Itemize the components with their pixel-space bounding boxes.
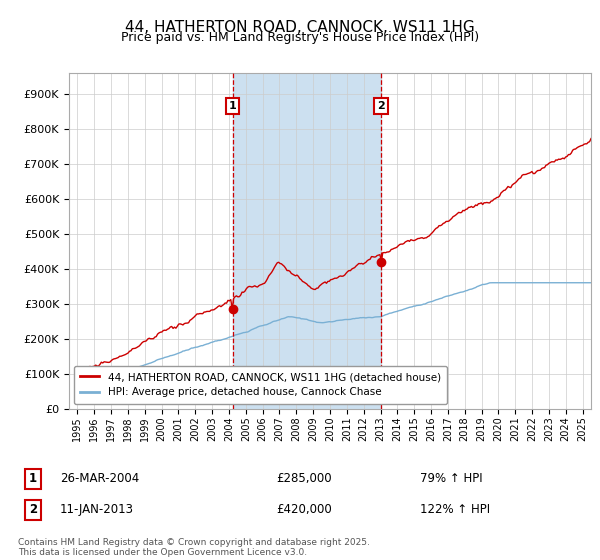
- Text: £285,000: £285,000: [276, 472, 332, 486]
- Text: 2: 2: [377, 101, 385, 111]
- Text: 1: 1: [229, 101, 237, 111]
- Text: Contains HM Land Registry data © Crown copyright and database right 2025.
This d: Contains HM Land Registry data © Crown c…: [18, 538, 370, 557]
- Text: 122% ↑ HPI: 122% ↑ HPI: [420, 503, 490, 516]
- Text: 44, HATHERTON ROAD, CANNOCK, WS11 1HG: 44, HATHERTON ROAD, CANNOCK, WS11 1HG: [125, 20, 475, 35]
- Text: £420,000: £420,000: [276, 503, 332, 516]
- Legend: 44, HATHERTON ROAD, CANNOCK, WS11 1HG (detached house), HPI: Average price, deta: 44, HATHERTON ROAD, CANNOCK, WS11 1HG (d…: [74, 366, 447, 404]
- Text: 79% ↑ HPI: 79% ↑ HPI: [420, 472, 482, 486]
- Text: 26-MAR-2004: 26-MAR-2004: [60, 472, 139, 486]
- Bar: [233, 73, 381, 409]
- Text: 11-JAN-2013: 11-JAN-2013: [60, 503, 134, 516]
- Text: 2: 2: [29, 503, 37, 516]
- Text: 1: 1: [29, 472, 37, 486]
- Text: Price paid vs. HM Land Registry's House Price Index (HPI): Price paid vs. HM Land Registry's House …: [121, 31, 479, 44]
